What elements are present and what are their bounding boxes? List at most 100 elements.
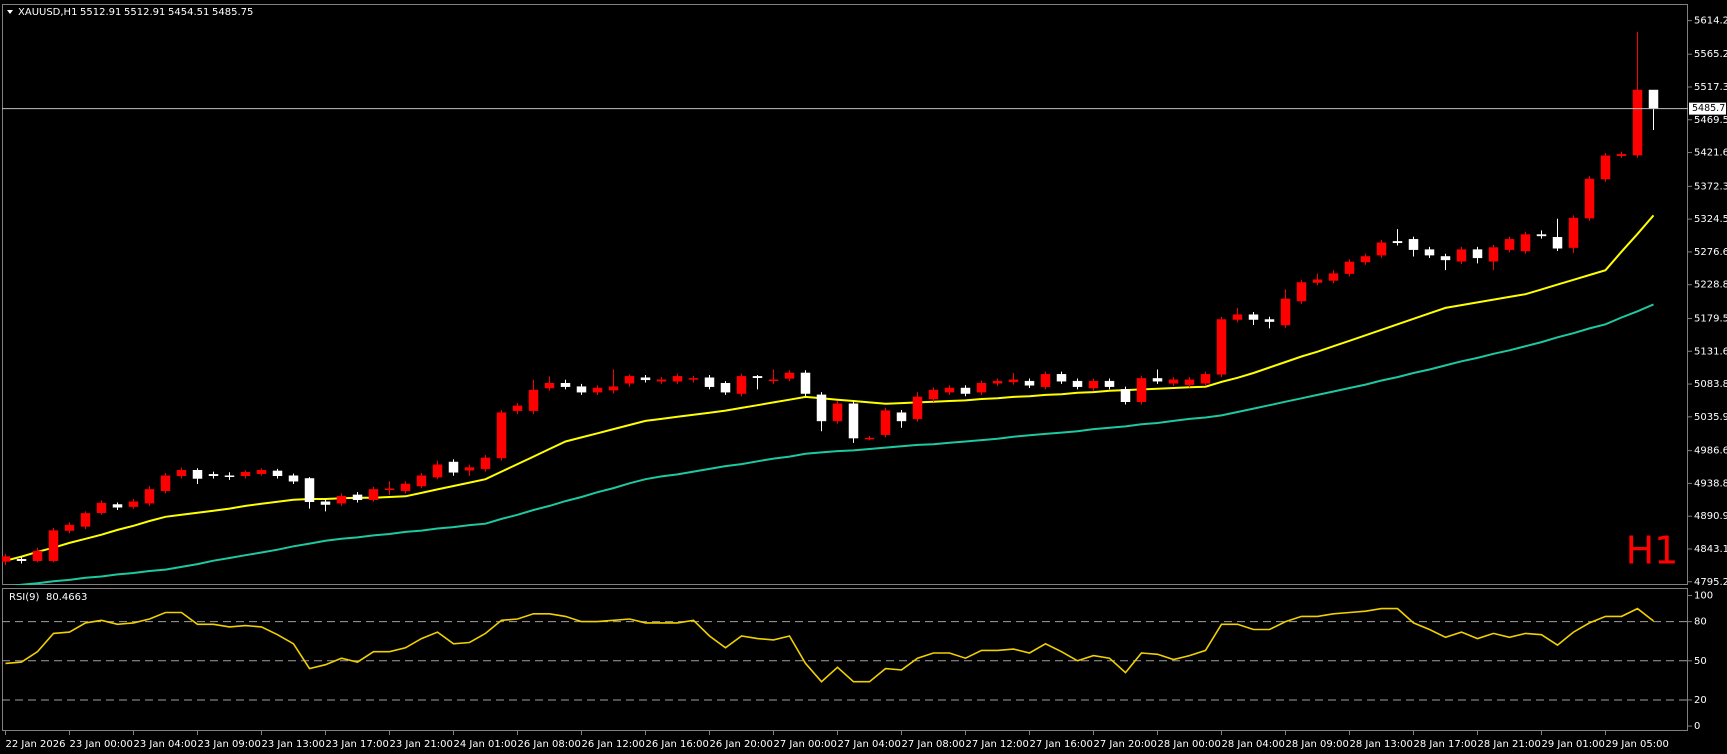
candle-body <box>32 550 43 561</box>
y-tick-label: 5372.35 <box>1694 181 1727 192</box>
candle-body <box>432 464 443 478</box>
candle-body <box>1040 374 1051 387</box>
header-low: 5454.51 <box>168 7 209 18</box>
x-tick-label: 28 Jan 13:00 <box>1350 739 1413 750</box>
candle-body <box>336 496 347 504</box>
candle-body <box>928 389 939 400</box>
candle-body <box>96 502 107 513</box>
x-tick-label: 27 Jan 04:00 <box>838 739 901 750</box>
candle-body <box>800 372 811 394</box>
rsi-panel-frame <box>2 588 1688 731</box>
x-tick-label: 27 Jan 16:00 <box>1030 739 1093 750</box>
candle-body <box>640 377 651 381</box>
candle-body <box>784 372 795 379</box>
candle-body <box>112 504 123 508</box>
candle-body <box>704 377 715 387</box>
candle-body <box>192 470 203 479</box>
candle-body <box>64 524 75 531</box>
candle-body <box>2 556 11 562</box>
candle-body <box>1136 378 1147 402</box>
y-tick-label: 50 <box>1694 656 1707 667</box>
x-tick-label: 23 Jan 13:00 <box>262 739 325 750</box>
candle-body <box>288 475 299 482</box>
x-tick-label: 28 Jan 00:00 <box>1158 739 1221 750</box>
candle-body <box>1408 239 1419 250</box>
candle-body <box>1264 319 1275 322</box>
candle-body <box>1616 154 1627 156</box>
candle-body <box>832 403 843 422</box>
candle-body <box>592 387 603 393</box>
candle-body <box>944 387 955 393</box>
x-tick-label: 24 Jan 01:00 <box>454 739 517 750</box>
candle-body <box>912 396 923 420</box>
candle-body <box>976 382 987 393</box>
candle-body <box>272 470 283 476</box>
candle-body <box>1104 380 1115 387</box>
candle-body <box>1296 282 1307 302</box>
candle-body <box>400 483 411 492</box>
y-tick-label: 80 <box>1694 617 1707 628</box>
candle-body <box>960 387 971 394</box>
candle-body <box>448 461 459 473</box>
candle-body <box>464 467 475 471</box>
plot-area <box>2 31 1659 585</box>
symbol-title: XAUUSD,H1 <box>18 7 77 18</box>
rsi-current-value: 80.4663 <box>46 592 87 603</box>
candle-body <box>1488 247 1499 262</box>
x-tick-label: 28 Jan 04:00 <box>1222 739 1285 750</box>
moving-average-line <box>5 214 1655 562</box>
candle-body <box>1280 298 1291 326</box>
rsi-line <box>5 607 1654 683</box>
y-tick-label: 4938.80 <box>1694 478 1727 489</box>
header-open: 5512.91 <box>80 7 121 18</box>
candle-body <box>672 376 683 382</box>
header-close: 5485.75 <box>212 7 253 18</box>
header-high: 5512.91 <box>124 7 165 18</box>
candle-body <box>480 457 491 470</box>
x-tick-label: 23 Jan 21:00 <box>390 739 453 750</box>
candle-body <box>768 379 779 382</box>
candle-body <box>1456 249 1467 262</box>
candle-body <box>544 382 555 389</box>
candle-body <box>1440 256 1451 261</box>
candle-body <box>752 376 763 379</box>
candle-body <box>16 559 27 561</box>
candle-body <box>576 386 587 393</box>
candle-body <box>1536 234 1547 237</box>
candle-body <box>1328 273 1339 281</box>
y-tick-label: 20 <box>1694 695 1707 706</box>
candle-body <box>864 437 875 440</box>
candle-body <box>1200 374 1211 384</box>
candle-body <box>208 474 219 476</box>
candle-body <box>896 412 907 422</box>
candle-body <box>816 394 827 422</box>
candle-body <box>1648 89 1659 109</box>
candle-body <box>1248 314 1259 320</box>
candle-body <box>144 489 155 504</box>
y-tick-label: 5421.65 <box>1694 148 1727 159</box>
y-tick-label: 4890.95 <box>1694 511 1727 522</box>
x-tick-label: 23 Jan 00:00 <box>70 739 133 750</box>
candle-body <box>1344 261 1355 274</box>
y-tick-label: 5083.80 <box>1694 379 1727 390</box>
x-tick-label: 28 Jan 09:00 <box>1286 739 1349 750</box>
x-tick-label: 27 Jan 12:00 <box>966 739 1029 750</box>
timeframe-watermark: H1 <box>1626 529 1679 573</box>
x-tick-label: 28 Jan 17:00 <box>1414 739 1477 750</box>
y-tick-label: 5517.35 <box>1694 82 1727 93</box>
candle-body <box>1008 379 1019 383</box>
candle-body <box>1072 380 1083 387</box>
rsi-title: RSI(9) <box>9 592 40 603</box>
candle-body <box>256 470 267 474</box>
candle-body <box>1520 234 1531 252</box>
y-tick-label: 5228.80 <box>1694 280 1727 291</box>
x-tick-label: 26 Jan 08:00 <box>518 739 581 750</box>
candle-body <box>496 412 507 459</box>
y-tick-label: 0 <box>1694 721 1700 732</box>
candle-body <box>1424 249 1435 256</box>
y-tick-label: 4843.10 <box>1694 544 1727 555</box>
candle-body <box>1216 319 1227 375</box>
x-tick-label: 27 Jan 00:00 <box>774 739 837 750</box>
